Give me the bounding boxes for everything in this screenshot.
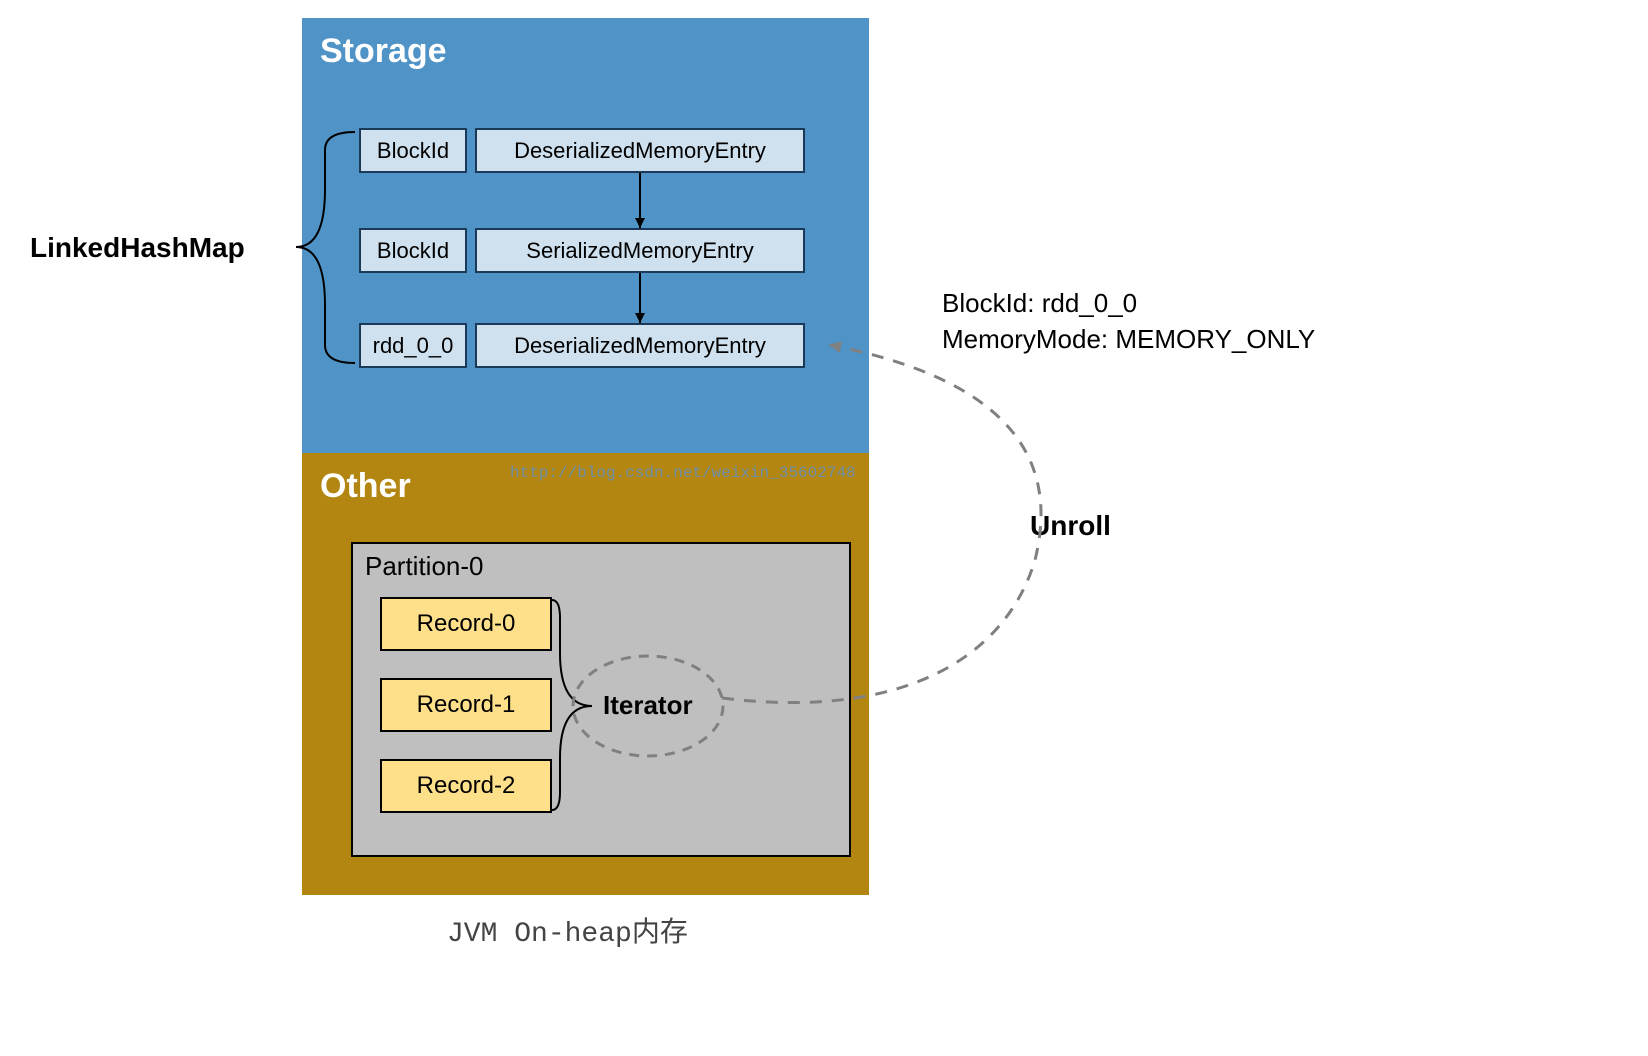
storage-value-box: DeserializedMemoryEntry xyxy=(475,323,805,368)
record-box: Record-1 xyxy=(380,678,552,732)
storage-value-box: SerializedMemoryEntry xyxy=(475,228,805,273)
record-box: Record-0 xyxy=(380,597,552,651)
blockid-annotation: BlockId: rdd_0_0 xyxy=(942,288,1137,319)
jvm-heap-caption: JVM On-heap内存 xyxy=(447,910,688,950)
other-title: Other xyxy=(320,467,411,506)
watermark: http://blog.csdn.net/weixin_35602748 xyxy=(510,464,856,482)
iterator-label: Iterator xyxy=(603,690,693,721)
memorymode-annotation: MemoryMode: MEMORY_ONLY xyxy=(942,324,1315,355)
linkedhashmap-label: LinkedHashMap xyxy=(30,232,245,264)
partition-title: Partition-0 xyxy=(365,551,484,582)
storage-key-box: BlockId xyxy=(359,128,467,173)
storage-key-box: rdd_0_0 xyxy=(359,323,467,368)
storage-key-box: BlockId xyxy=(359,228,467,273)
record-box: Record-2 xyxy=(380,759,552,813)
storage-title: Storage xyxy=(320,32,447,71)
unroll-label: Unroll xyxy=(1030,510,1111,542)
storage-value-box: DeserializedMemoryEntry xyxy=(475,128,805,173)
